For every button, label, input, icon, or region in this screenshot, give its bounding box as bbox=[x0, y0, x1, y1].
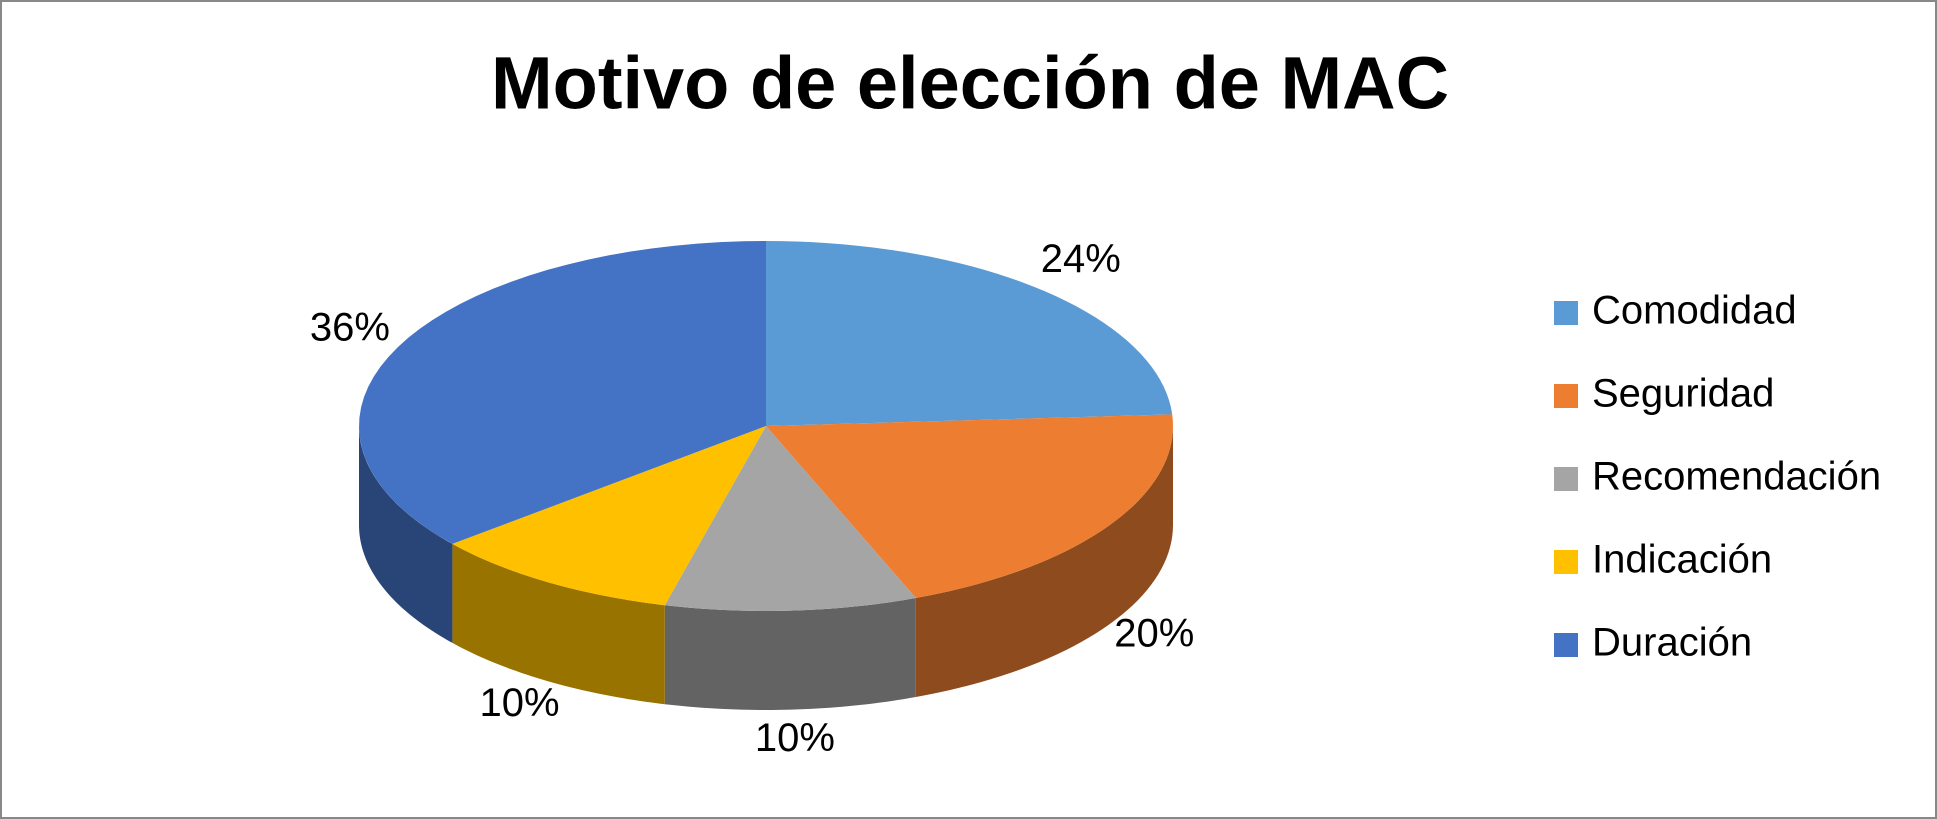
data-label: 10% bbox=[480, 681, 560, 725]
pie-slice bbox=[766, 241, 1173, 426]
legend-swatch bbox=[1554, 467, 1578, 491]
pie-slice bbox=[664, 426, 916, 611]
data-label: 20% bbox=[1114, 612, 1194, 656]
pie-slice-side bbox=[664, 598, 916, 710]
pie-slice bbox=[452, 426, 766, 606]
legend-label: Indicación bbox=[1592, 538, 1772, 582]
legend-label: Recomendación bbox=[1592, 455, 1881, 499]
pie-slice-side bbox=[359, 426, 453, 643]
legend-label: Seguridad bbox=[1592, 372, 1774, 416]
data-label: 36% bbox=[310, 305, 390, 349]
chart-title: Motivo de elección de MAC bbox=[491, 42, 1449, 125]
legend-swatch bbox=[1554, 633, 1578, 657]
legend-label: Duración bbox=[1592, 621, 1752, 665]
legend-label: Comodidad bbox=[1592, 289, 1797, 333]
legend-swatch bbox=[1554, 301, 1578, 325]
pie-slice-side bbox=[915, 426, 1173, 698]
legend-swatch bbox=[1554, 384, 1578, 408]
pie-slice bbox=[766, 414, 1173, 599]
data-label: 10% bbox=[755, 716, 835, 760]
legend-swatch bbox=[1554, 550, 1578, 574]
data-label: 24% bbox=[1041, 237, 1121, 281]
pie-slice bbox=[359, 241, 766, 544]
pie-slice-side bbox=[452, 543, 665, 705]
